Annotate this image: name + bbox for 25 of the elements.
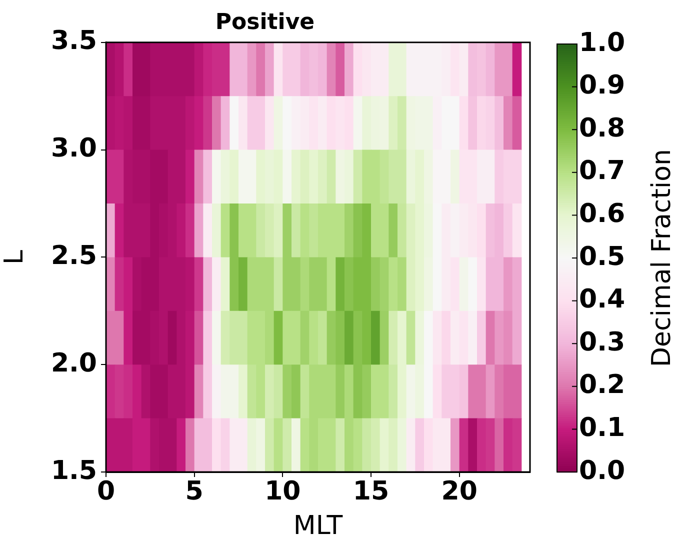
x-tick-label: 20 bbox=[441, 476, 478, 506]
color-bar-label: 0.4 bbox=[579, 284, 626, 315]
color-bar-label: 0.9 bbox=[579, 70, 626, 101]
color-bar-label: 0.5 bbox=[579, 242, 626, 272]
color-bar-label: 1.0 bbox=[579, 28, 626, 58]
color-bar-label: 0.3 bbox=[579, 327, 626, 358]
color-bar-label: 0.8 bbox=[579, 113, 626, 144]
x-tick-label: 0 bbox=[96, 476, 116, 506]
color-bar-label: 0.2 bbox=[579, 370, 626, 400]
color-bar-label: 0.0 bbox=[579, 456, 626, 486]
y-tick-label: 1.5 bbox=[50, 456, 97, 486]
x-tick-label: 5 bbox=[185, 476, 204, 506]
y-tick-label: 3.0 bbox=[50, 134, 97, 164]
y-tick-label: 2.0 bbox=[50, 348, 97, 378]
color-bar-label: 0.1 bbox=[579, 412, 626, 443]
color-bar-title: Decimal Fraction bbox=[646, 148, 675, 368]
y-tick-label: 2.5 bbox=[50, 240, 97, 271]
x-tick-label: 15 bbox=[352, 476, 390, 506]
y-axis-title: L bbox=[0, 249, 30, 264]
x-tick-label: 10 bbox=[264, 476, 301, 506]
chart-title: Positive bbox=[215, 10, 315, 35]
color-bar-label: 0.6 bbox=[579, 198, 626, 229]
color-bar-label: 0.7 bbox=[579, 156, 626, 186]
y-tick-label: 3.5 bbox=[50, 26, 97, 56]
x-axis-title: MLT bbox=[293, 511, 343, 542]
